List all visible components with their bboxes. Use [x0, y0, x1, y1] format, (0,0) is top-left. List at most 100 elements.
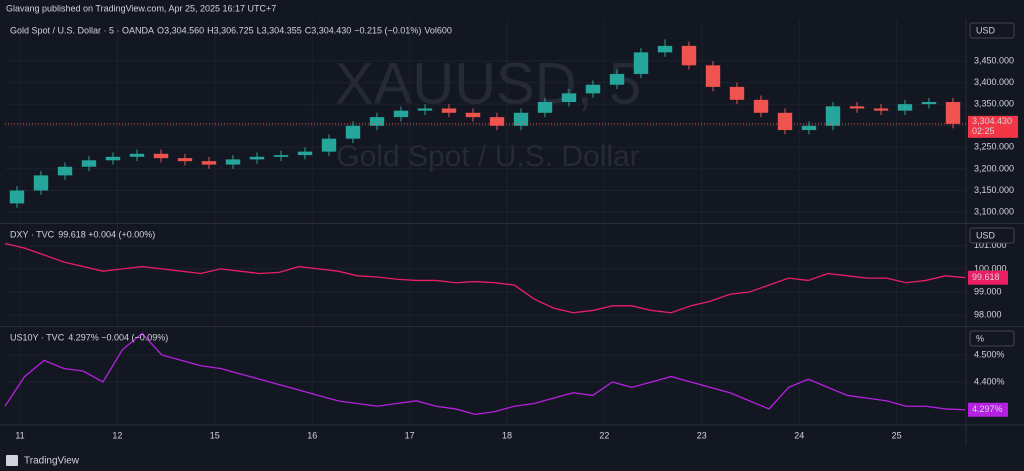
candle-body — [921, 102, 937, 105]
candle-body — [513, 112, 529, 126]
brand: TradingView — [24, 456, 80, 467]
price-label-box — [968, 270, 1008, 285]
candle-body — [873, 108, 889, 111]
ohlc-value: 3,306.725 — [214, 25, 254, 35]
ohlc-key: H — [207, 25, 214, 35]
x-tick-label: 22 — [599, 430, 609, 440]
y-tick-label: 98.000 — [974, 309, 1002, 319]
price-line — [4, 242, 966, 314]
y-tick-label: 4.400% — [974, 376, 1005, 386]
y-tick-label: 100.000 — [974, 263, 1007, 273]
x-tick-label: 25 — [892, 430, 902, 440]
candle-body — [801, 125, 817, 131]
candle-body — [777, 112, 793, 131]
candle-body — [297, 151, 313, 156]
y-tick-label: 3,250.000 — [974, 142, 1014, 152]
symbol-title: DXY · TVC — [10, 229, 55, 239]
candle-body — [585, 84, 601, 94]
ohlc-value: 3,304.560 — [164, 25, 204, 35]
watermark: XAUUSD, 5 — [335, 51, 641, 116]
candle-body — [321, 138, 337, 152]
candle-body — [273, 155, 289, 157]
candle-body — [633, 52, 649, 74]
candle-body — [177, 158, 193, 162]
y-tick-label: 3,200.000 — [974, 163, 1014, 173]
currency-button — [969, 227, 1015, 244]
candle-body — [849, 106, 865, 109]
candle-body — [441, 108, 457, 113]
change: −0.215 (−0.01%) — [354, 25, 421, 35]
publish-line: Glavang published on TradingView.com, Ap… — [6, 3, 276, 13]
candle-body — [465, 112, 481, 118]
currency-button — [969, 22, 1015, 39]
ohlc-value: 3,304.430 — [311, 25, 351, 35]
candle-body — [417, 108, 433, 111]
x-tick-label: 12 — [112, 430, 122, 440]
candle-body — [537, 102, 553, 113]
currency-label: % — [976, 333, 984, 343]
candle-body — [945, 102, 961, 124]
y-tick-label: 3,150.000 — [974, 185, 1014, 195]
candle-body — [9, 190, 25, 204]
symbol-title: Gold Spot / U.S. Dollar · 5 · OANDA — [10, 25, 154, 35]
ohlc-key: L — [257, 25, 262, 35]
currency-label: USD — [976, 25, 996, 35]
x-tick-label: 16 — [307, 430, 317, 440]
price-line — [4, 332, 966, 415]
x-tick-label: 18 — [502, 430, 512, 440]
ohlc-value: 3,304.355 — [262, 25, 302, 35]
candle-body — [393, 110, 409, 118]
candle-body — [249, 156, 265, 160]
candle-body — [105, 156, 121, 161]
candle-body — [753, 99, 769, 113]
candle-body — [369, 117, 385, 126]
x-tick-label: 23 — [697, 430, 707, 440]
y-tick-label: 99.000 — [974, 286, 1002, 296]
price-label-box — [968, 115, 1018, 138]
candle-body — [201, 161, 217, 165]
y-tick-label: 3,350.000 — [974, 99, 1014, 109]
x-tick-label: 24 — [794, 430, 804, 440]
change: 4.297% −0.004 (−0.09%) — [68, 332, 168, 342]
y-tick-label: 4.500% — [974, 349, 1005, 359]
x-tick-label: 17 — [405, 430, 415, 440]
candle-body — [657, 45, 673, 53]
candle-body — [129, 153, 145, 157]
watermark-subtitle: Gold Spot / U.S. Dollar — [336, 140, 639, 173]
candle-body — [33, 175, 49, 191]
y-tick-label: 3,100.000 — [974, 206, 1014, 216]
candle-body — [81, 160, 97, 167]
change: 99.618 +0.004 (+0.00%) — [58, 229, 155, 239]
candle-body — [225, 159, 241, 165]
candle-body — [153, 153, 169, 159]
currency-button — [969, 330, 1015, 347]
ohlc-key: C — [305, 25, 312, 35]
candle-body — [897, 104, 913, 111]
y-tick-label: 3,400.000 — [974, 77, 1014, 87]
candle-body — [489, 117, 505, 126]
volume-value: 600 — [437, 25, 452, 35]
price-label: 4.297% — [972, 404, 1003, 414]
x-tick-label: 11 — [15, 430, 24, 440]
x-tick-label: 15 — [210, 430, 220, 440]
countdown: 02:25 — [972, 126, 995, 136]
candle-body — [609, 73, 625, 85]
candle-body — [729, 86, 745, 100]
currency-label: USD — [976, 230, 996, 240]
candle-body — [561, 93, 577, 103]
candle-body — [825, 106, 841, 126]
y-tick-label: 3,450.000 — [974, 55, 1014, 65]
candle-body — [705, 65, 721, 87]
volume-key: Vol — [424, 25, 437, 35]
candle-body — [681, 45, 697, 66]
y-tick-label: 101.000 — [974, 240, 1007, 250]
brand-logo — [6, 455, 18, 466]
symbol-title: US10Y · TVC — [10, 332, 65, 342]
candle-body — [57, 166, 73, 176]
candle-body — [345, 125, 361, 139]
price-label: 3,304.430 — [972, 116, 1012, 126]
price-label-box — [968, 402, 1008, 417]
ohlc-key: O — [157, 25, 164, 35]
